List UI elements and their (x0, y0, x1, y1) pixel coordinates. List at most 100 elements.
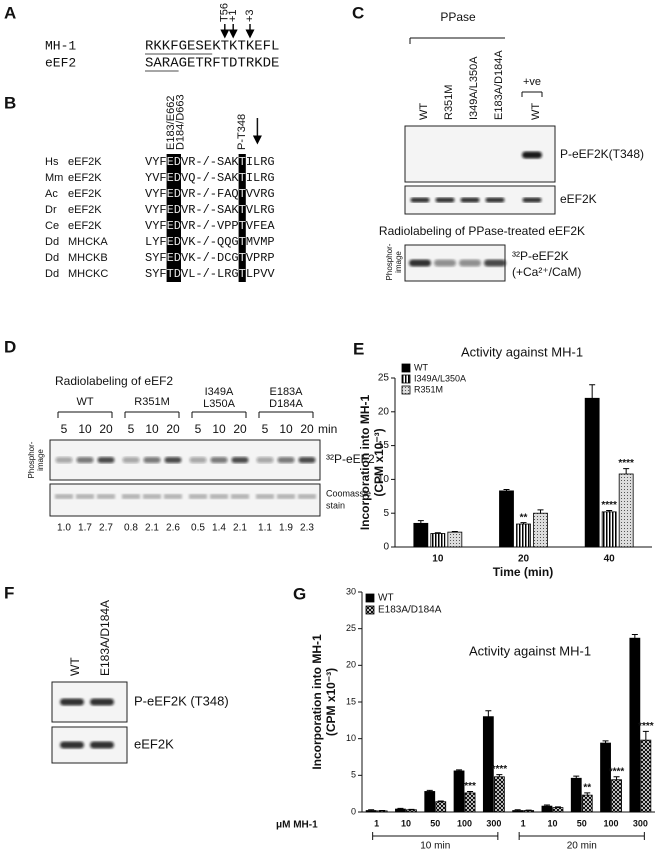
panel-label: G (293, 584, 306, 603)
blot-label: eEF2K (134, 736, 174, 751)
error-bar (623, 468, 630, 474)
time-label: 10 (78, 422, 92, 436)
bar (435, 801, 447, 813)
lane-label: E183A/D184A (493, 50, 505, 120)
unit-label: min (318, 422, 337, 436)
y-axis-label: Incorporation into MH-1 (310, 634, 324, 770)
band (143, 457, 161, 463)
band (76, 494, 94, 499)
bar (493, 776, 505, 813)
legend-label: WT (378, 593, 394, 604)
species: Hs (45, 156, 59, 168)
quantification: 0.8 (124, 523, 138, 534)
band (522, 151, 542, 159)
band (210, 457, 228, 463)
group-label: 10 min (420, 841, 450, 851)
quantification: 2.6 (166, 523, 180, 534)
quantification: 2.1 (233, 523, 247, 534)
sequence: YVFEDVQ-/-SAKTILRG (145, 171, 275, 185)
y-tick-label: 15 (346, 696, 356, 706)
x-tick-label: 100 (604, 818, 619, 828)
band (298, 457, 316, 463)
band (522, 197, 542, 203)
blot-label: ³²P-eEF2K (512, 249, 569, 263)
blot-label: eEF2K (560, 192, 597, 206)
quantification: 2.7 (99, 523, 113, 534)
band (164, 494, 182, 499)
band (434, 259, 456, 267)
band (122, 457, 140, 463)
panel-label: C (352, 3, 364, 22)
x-tick-label: 300 (633, 818, 648, 828)
species: Dd (45, 268, 59, 280)
sequence: SARAGETRFTDTRKDE (145, 56, 279, 72)
bar (600, 742, 611, 813)
site-marker: T56 (219, 3, 231, 22)
time-label: 5 (195, 422, 202, 436)
lane-label: R351M (443, 85, 455, 120)
protein: eEF2K (68, 156, 102, 168)
band (97, 457, 115, 463)
band (256, 494, 274, 499)
bar (611, 779, 622, 813)
group-label: I349A (205, 386, 234, 398)
error-bar (485, 710, 492, 717)
quantification: 0.5 (191, 523, 205, 534)
error-bar (417, 520, 424, 524)
significance: *** (464, 781, 476, 792)
x-axis-label: Time (min) (493, 565, 553, 579)
error-bar (520, 522, 527, 525)
section-title: Radiolabeling of eEF2 (55, 374, 173, 388)
significance: ** (583, 783, 591, 794)
column-header: P-T348 (236, 114, 248, 150)
significance: ** (520, 512, 528, 523)
band (460, 197, 480, 203)
side-label: Phosphor- (385, 243, 394, 280)
legend-swatch (365, 593, 375, 603)
y-tick-label: 15 (378, 440, 390, 451)
band (55, 494, 73, 499)
y-tick-label: 10 (378, 474, 390, 485)
band (435, 197, 455, 203)
x-tick-label: 1 (374, 818, 379, 828)
quantification: 2.3 (300, 523, 314, 534)
significance: **** (492, 764, 508, 775)
band (459, 259, 481, 267)
band (256, 457, 274, 463)
error-bar (543, 804, 550, 807)
bar (413, 522, 429, 548)
lane-label: I349A/L350A (468, 56, 480, 120)
error-bar (631, 634, 638, 639)
legend-swatch (401, 363, 411, 373)
blot (49, 483, 321, 517)
quantification: 1.4 (212, 523, 226, 534)
bar (499, 490, 514, 548)
bar (584, 397, 600, 548)
quantification: 1.0 (57, 523, 71, 534)
x-tick-label: 40 (604, 554, 616, 565)
panel-label: B (4, 93, 16, 112)
error-bar (437, 800, 444, 802)
bar (581, 794, 593, 813)
error-bar (456, 769, 463, 771)
column-header: E183/E662 (165, 96, 177, 150)
significance: **** (618, 458, 634, 469)
protein: MHCKB (68, 252, 108, 264)
group-label: R351M (134, 396, 169, 408)
label: PPase (440, 10, 476, 24)
blot-label: ³²P-eEF2 (326, 452, 375, 466)
band (277, 457, 295, 463)
column-header: D184/D663 (174, 94, 186, 150)
error-bar (573, 775, 580, 779)
y-axis-label: (CPM x10⁻³) (324, 668, 338, 736)
band (189, 457, 207, 463)
species: Dd (45, 236, 59, 248)
group-label: 20 min (567, 841, 597, 851)
band (410, 197, 430, 203)
section-title: Radiolabeling of PPase-treated eEF2K (379, 224, 585, 238)
error-bar (613, 776, 620, 780)
error-bar (426, 789, 433, 792)
species: Dd (45, 252, 59, 264)
sequence: RKKFGESEKTKTKEFL (145, 39, 279, 55)
